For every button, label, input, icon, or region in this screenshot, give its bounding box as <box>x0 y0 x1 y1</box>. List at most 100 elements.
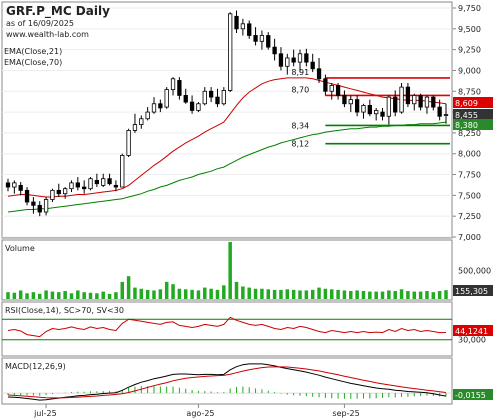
volume-bar <box>69 293 74 299</box>
candle-down <box>393 96 398 113</box>
price-tick-label: 9,250 <box>458 46 481 55</box>
volume-bar <box>418 291 423 299</box>
volume-bar <box>183 289 188 299</box>
candle-down <box>380 111 385 117</box>
candle-down <box>278 53 284 67</box>
volume-bar <box>399 289 404 299</box>
volume-bar <box>126 276 131 299</box>
volume-bar <box>57 292 61 299</box>
volume-bar <box>139 288 144 299</box>
volume-bars: 500,000 <box>6 242 491 299</box>
candle-down <box>158 103 163 109</box>
volume-bar <box>279 289 283 299</box>
legend-ema-fast: EMA(Close,21) <box>4 47 62 56</box>
volume-bar <box>374 291 378 299</box>
candle-down <box>335 85 341 96</box>
volume-bar <box>253 288 258 299</box>
volume-bar <box>196 290 201 299</box>
volume-bar <box>291 289 296 299</box>
volume-bar <box>368 291 372 299</box>
volume-bar <box>380 291 385 299</box>
candle-up <box>139 118 144 125</box>
volume-bar <box>361 291 366 299</box>
candle-down <box>304 53 309 63</box>
volume-bar <box>406 291 410 299</box>
price-tick-label: 9,500 <box>458 25 481 34</box>
volume-panel <box>1 239 453 301</box>
candle-up <box>329 85 334 92</box>
candle-up <box>297 53 303 63</box>
candle-down <box>56 189 61 195</box>
volume-bar <box>215 289 220 299</box>
candle-up <box>164 89 169 108</box>
volume-bar <box>285 289 290 299</box>
candle-up <box>361 105 366 113</box>
price-tick-label: 8,750 <box>458 87 481 96</box>
price-tick-label: 7,250 <box>458 212 481 221</box>
macd-badge: -0,0155 <box>455 391 486 400</box>
candle-up <box>62 188 68 195</box>
candle-up <box>228 13 233 91</box>
candle-up <box>12 182 17 188</box>
candle-up <box>386 96 392 117</box>
candle-up <box>240 23 246 30</box>
candle-down <box>405 86 411 105</box>
volume-bar <box>298 290 302 299</box>
candle-up <box>412 95 417 105</box>
rsi-badge: 44,1241 <box>455 327 488 336</box>
volume-bar <box>76 290 80 299</box>
candlesticks <box>5 10 449 217</box>
volume-bar <box>158 289 163 299</box>
volume-bar <box>177 288 182 299</box>
volume-bar <box>101 291 105 299</box>
volume-bar <box>304 290 309 299</box>
macd-line <box>7 363 447 401</box>
chart-title: GRF.P_MC Daily <box>6 4 110 19</box>
volume-bar <box>190 289 194 299</box>
candle-down <box>291 57 296 63</box>
candle-down <box>177 80 182 96</box>
rsi-badge-bg <box>453 325 493 336</box>
candle-up <box>145 111 150 120</box>
volume-bar <box>228 242 232 299</box>
candle-up <box>443 114 449 116</box>
volume-bar <box>6 292 10 299</box>
candle-up <box>120 154 125 188</box>
candle-up <box>50 189 55 200</box>
volume-bar <box>247 287 251 299</box>
volume-bar <box>317 287 321 299</box>
candle-up <box>221 90 226 105</box>
rsi-line <box>7 316 447 338</box>
volume-bar <box>12 292 17 299</box>
volume-bar <box>82 292 86 299</box>
candle-up <box>399 86 404 113</box>
price-badge-ema-fast: 8,609 <box>455 99 478 108</box>
macd-signal-line <box>7 366 447 399</box>
volume-bar <box>234 281 239 299</box>
volume-bar <box>425 291 429 299</box>
x-tick-label: sep-25 <box>332 409 359 418</box>
candle-down <box>437 106 442 117</box>
candle-up <box>151 103 157 113</box>
volume-bar <box>222 285 226 299</box>
candle-up <box>43 199 49 213</box>
candle-down <box>189 101 195 111</box>
volume-bar <box>444 290 448 299</box>
volume-bar <box>25 293 29 299</box>
price-panel <box>1 1 453 239</box>
price-tick-label: 8,000 <box>458 150 481 159</box>
chart-date: as of 16/09/2025 <box>6 19 74 28</box>
volume-bar <box>107 293 112 299</box>
volume-bar <box>164 281 169 299</box>
volume-bar <box>241 286 245 299</box>
volume-badge-bg <box>453 285 493 296</box>
price-tick-label: 7,750 <box>458 171 481 180</box>
candle-down <box>208 90 214 98</box>
legend-ema-slow: EMA(Close,70) <box>4 58 62 67</box>
volume-bar <box>18 290 23 299</box>
candle-up <box>348 99 353 105</box>
x-axis: jul-25 ago-25 sep-25 <box>33 404 360 418</box>
x-tick-label: ago-25 <box>186 409 214 418</box>
price-tick-label: 7,000 <box>458 233 481 242</box>
volume-title: Volume <box>5 244 35 253</box>
